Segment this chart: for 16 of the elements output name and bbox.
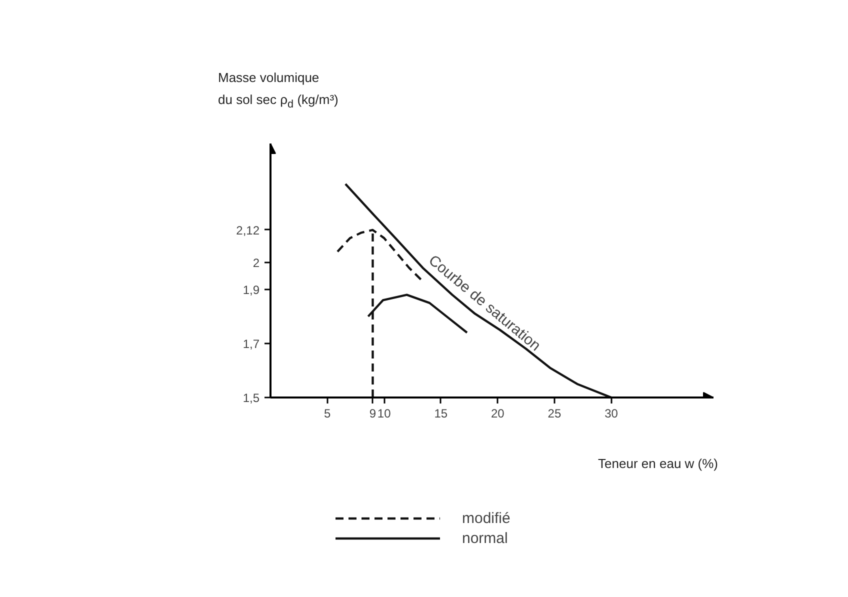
x-tick-label: 5 <box>324 406 331 420</box>
y-tick-label: 2 <box>252 256 260 270</box>
y-axis-title: Masse volumique du sol sec ρ$_{d}$ (kg/m³) <box>218 69 338 113</box>
y-tick-label: 1,7 <box>242 336 260 351</box>
y-tick-label: 2,12 <box>236 223 260 238</box>
y-tick-label: 1,9 <box>242 282 260 297</box>
y-tick-label: 1,5 <box>242 391 260 405</box>
x-tick-label: 15 <box>434 406 448 420</box>
x-tick-label: 30 <box>604 406 618 420</box>
x-tick-label: 10 <box>377 406 392 420</box>
x-tick-label: 20 <box>491 406 505 420</box>
x-axis-title: Teneur en eau w (%) <box>598 455 718 473</box>
text: modifié <box>462 509 510 527</box>
x-tick-label: 25 <box>548 406 562 420</box>
x-tick-label: 9 <box>369 406 376 420</box>
text: normal <box>462 529 508 547</box>
